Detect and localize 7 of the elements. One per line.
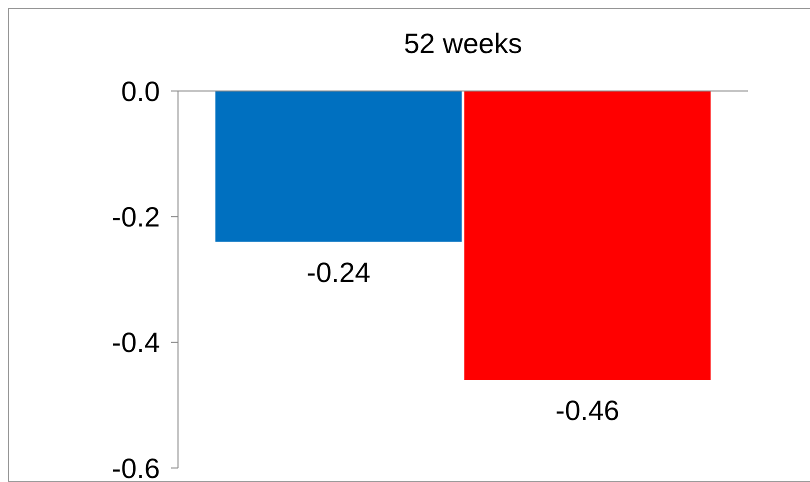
y-tick-label: -0.4 [112, 327, 160, 358]
data-label: -0.46 [556, 395, 620, 426]
data-label: -0.24 [306, 256, 370, 288]
chart-title: 52 weeks [404, 28, 522, 59]
y-tick-label: 0.0 [121, 76, 160, 107]
y-tick-label: -0.6 [112, 452, 160, 482]
y-tick-label: -0.2 [112, 201, 160, 232]
